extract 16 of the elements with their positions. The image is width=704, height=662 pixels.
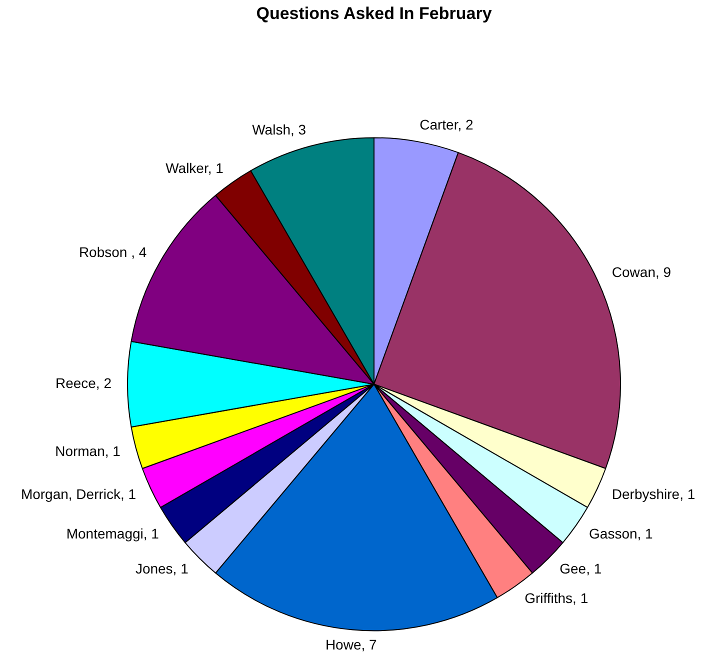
slice-label: Morgan, Derrick, 1 xyxy=(20,486,136,502)
slice-label: Carter, 2 xyxy=(420,116,474,133)
slice-label: Montemaggi, 1 xyxy=(66,526,160,542)
slice-label: Norman, 1 xyxy=(55,443,121,459)
slice-label: Jones, 1 xyxy=(135,560,189,577)
slice-label: Derbyshire, 1 xyxy=(612,486,696,502)
slice-label: Griffiths, 1 xyxy=(524,590,588,606)
slice-label: Gee, 1 xyxy=(560,560,602,577)
slice-label: Walker, 1 xyxy=(166,160,224,176)
slice-label: Cowan, 9 xyxy=(612,264,672,280)
slice-label: Gasson, 1 xyxy=(589,526,654,542)
chart-title: Questions Asked In February xyxy=(256,4,492,23)
slice-label: Howe, 7 xyxy=(325,636,378,653)
slice-label: Walsh, 3 xyxy=(252,122,306,138)
slice-label: Robson , 4 xyxy=(78,244,147,260)
slice-label: Reece, 2 xyxy=(55,375,112,392)
